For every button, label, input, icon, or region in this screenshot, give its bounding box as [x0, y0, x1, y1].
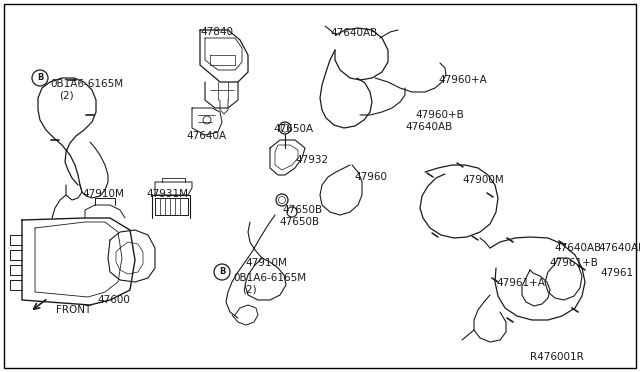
Text: 47931M: 47931M — [146, 189, 188, 199]
Text: 47640AB: 47640AB — [330, 28, 377, 38]
Text: 47961+B: 47961+B — [549, 258, 598, 268]
Text: 47961: 47961 — [600, 268, 633, 278]
Text: 0B1A6-6165M: 0B1A6-6165M — [233, 273, 306, 283]
Text: 47640A: 47640A — [186, 131, 226, 141]
Text: 0B1A6-6165M: 0B1A6-6165M — [50, 79, 123, 89]
Text: 47960+A: 47960+A — [438, 75, 487, 85]
Text: 47640AB: 47640AB — [405, 122, 452, 132]
Text: 47960+B: 47960+B — [415, 110, 464, 120]
Text: 47910M: 47910M — [245, 258, 287, 268]
Text: 47640AB: 47640AB — [598, 243, 640, 253]
Text: 47840: 47840 — [200, 27, 233, 37]
Text: B: B — [219, 267, 225, 276]
Text: 47960: 47960 — [354, 172, 387, 182]
Text: FRONT: FRONT — [56, 305, 92, 315]
Text: 47910M: 47910M — [82, 189, 124, 199]
Text: (2): (2) — [59, 90, 74, 100]
Text: 47650A: 47650A — [273, 124, 313, 134]
Text: 47961+A: 47961+A — [496, 278, 545, 288]
Text: 47650B: 47650B — [279, 217, 319, 227]
Text: 47932: 47932 — [295, 155, 328, 165]
Text: 47640AB: 47640AB — [554, 243, 601, 253]
Text: 47900M: 47900M — [462, 175, 504, 185]
Text: 47650B: 47650B — [282, 205, 322, 215]
Text: (2): (2) — [242, 284, 257, 294]
Text: 47600: 47600 — [97, 295, 130, 305]
Text: R476001R: R476001R — [530, 352, 584, 362]
Text: B: B — [37, 74, 43, 83]
